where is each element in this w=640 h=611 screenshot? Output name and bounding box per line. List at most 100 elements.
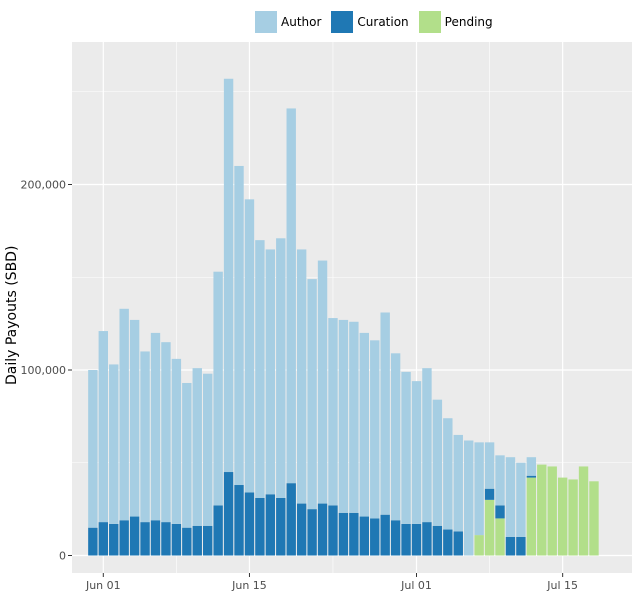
bar-curation (328, 505, 338, 556)
bar-curation (296, 503, 307, 556)
bar-curation (443, 529, 453, 556)
bar-curation (370, 518, 380, 556)
bar-author (370, 340, 380, 519)
y-tick-label: 200,000 (21, 179, 67, 192)
bar-curation (171, 523, 182, 556)
bar-curation (88, 527, 98, 556)
legend-item-pending: Pending (418, 11, 493, 33)
bar-author (464, 440, 474, 556)
legend-label-pending: Pending (444, 15, 493, 29)
bar-author (171, 358, 182, 524)
legend-item-curation: Curation (331, 11, 409, 33)
bar-curation (401, 523, 411, 556)
bar-author (255, 240, 265, 498)
bar-author (192, 368, 202, 526)
bar-pending (578, 466, 589, 556)
bar-author (203, 373, 213, 526)
bar-author (265, 249, 276, 495)
bar-curation (286, 483, 296, 556)
bar-curation (140, 522, 150, 556)
bar-curation (265, 494, 276, 556)
x-tick-label: Jul 15 (546, 579, 578, 592)
bar-curation (495, 505, 505, 519)
bar-author (328, 318, 338, 506)
bar-curation (505, 536, 516, 556)
bar-curation (98, 522, 108, 556)
bar-author (234, 165, 244, 486)
bar-author (98, 331, 108, 523)
bar-curation (161, 522, 171, 556)
bar-author (411, 381, 422, 524)
bar-author (390, 353, 401, 521)
bar-curation (526, 475, 537, 478)
bar-curation (349, 512, 359, 556)
legend-label-curation: Curation (357, 15, 409, 29)
bar-author (432, 399, 443, 526)
bar-curation (255, 497, 265, 556)
bar-pending (557, 477, 568, 556)
bar-author (213, 271, 223, 506)
bar-author (276, 238, 286, 498)
bar-curation (317, 503, 328, 556)
bar-pending (474, 535, 484, 556)
bar-author (88, 370, 98, 528)
bar-pending (484, 499, 495, 556)
bar-author (505, 457, 516, 537)
bar-author (317, 260, 328, 504)
legend-swatch-curation (331, 11, 354, 33)
x-tick-label: Jun 15 (231, 579, 267, 592)
bar-curation (119, 520, 129, 556)
bar-author (244, 199, 255, 493)
bar-curation (223, 472, 234, 556)
bar-curation (359, 516, 369, 556)
bar-author (453, 434, 463, 532)
bar-curation (129, 516, 140, 556)
y-tick-label: 0 (59, 550, 66, 563)
legend: Author Curation Pending (255, 10, 503, 34)
bar-author (223, 78, 234, 473)
bar-pending (568, 479, 578, 556)
bar-author (495, 455, 505, 506)
bar-author (526, 457, 537, 476)
legend-swatch-pending (418, 11, 441, 33)
bar-curation (213, 505, 223, 556)
bar-author (443, 418, 453, 530)
bar-author (119, 308, 129, 521)
bar-pending (589, 481, 599, 556)
bar-curation (234, 485, 244, 556)
bar-author (359, 332, 369, 517)
bar-curation (150, 520, 161, 556)
bar-author (474, 442, 484, 536)
bar-curation (307, 509, 317, 556)
bar-curation (453, 531, 463, 556)
legend-swatch-author (255, 11, 277, 33)
bar-author (380, 312, 390, 515)
bar-author (401, 371, 411, 524)
x-tick-label: Jun 01 (85, 579, 121, 592)
bar-pending (526, 477, 537, 556)
bar-curation (276, 497, 286, 556)
bar-author (129, 319, 140, 517)
bar-curation (516, 536, 526, 556)
bar-author (516, 462, 526, 537)
bar-curation (432, 525, 443, 556)
bar-curation (109, 523, 119, 556)
bar-curation (338, 512, 349, 556)
bar-author (161, 342, 171, 523)
bar-pending (537, 464, 547, 556)
bar-curation (411, 523, 422, 556)
bar-author (484, 442, 495, 489)
legend-label-author: Author (281, 15, 322, 29)
bar-author (338, 319, 349, 513)
bar-curation (244, 492, 255, 556)
bar-author (286, 108, 296, 484)
legend-item-author: Author (255, 11, 321, 33)
bar-author (140, 351, 150, 523)
bar-curation (182, 527, 192, 556)
bar-curation (203, 525, 213, 556)
bar-author (307, 279, 317, 510)
bar-author (349, 321, 359, 513)
bar-author (150, 332, 161, 521)
